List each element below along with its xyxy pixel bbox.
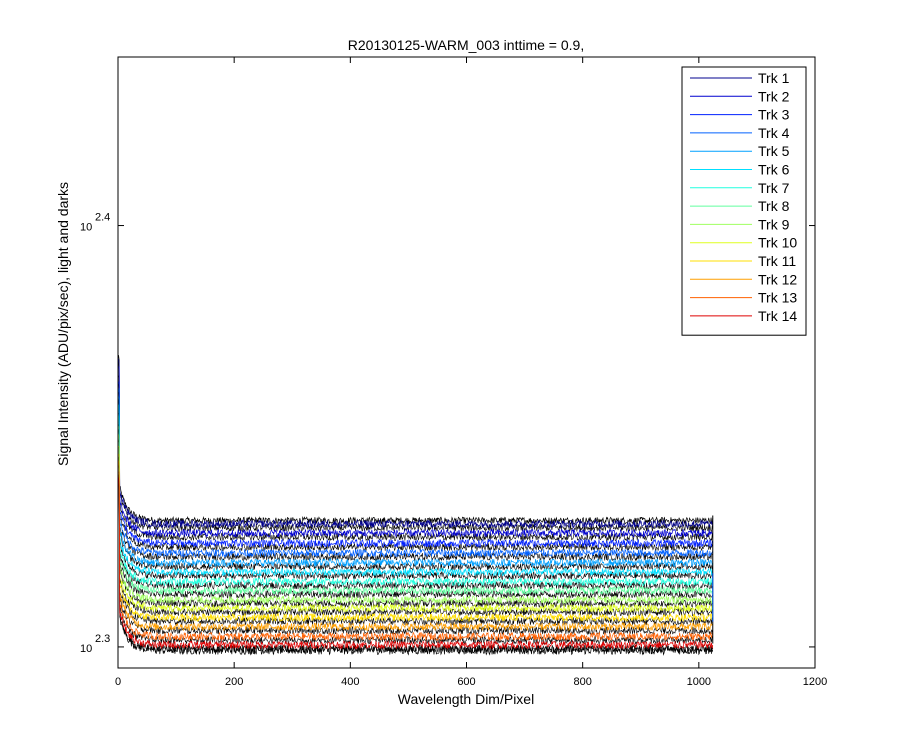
dark-trace-bottom — [118, 484, 714, 656]
dark-trace-11 — [118, 456, 713, 627]
series-line-trk-6 — [118, 404, 713, 577]
legend-label-trk-3: Trk 3 — [758, 107, 790, 123]
y-tick-label-exponent: 2.4 — [95, 212, 110, 224]
legend-label-trk-13: Trk 13 — [758, 290, 797, 306]
x-tick-label: 0 — [115, 676, 121, 688]
legend-label-trk-2: Trk 2 — [758, 88, 790, 104]
dark-trace-6 — [118, 412, 714, 581]
legend-label-trk-5: Trk 5 — [758, 143, 790, 159]
legend-box — [681, 66, 807, 336]
series-line-trk-14 — [118, 477, 714, 650]
series-line-trk-1 — [118, 358, 714, 529]
x-tick-label: 600 — [457, 676, 475, 688]
legend-label-trk-8: Trk 8 — [758, 198, 790, 214]
legend-label-trk-12: Trk 12 — [758, 271, 797, 287]
legend-label-trk-11: Trk 11 — [758, 253, 796, 269]
legend-label-trk-10: Trk 10 — [758, 235, 797, 251]
series-line-trk-3 — [118, 381, 714, 549]
series-line-trk-12 — [118, 460, 714, 632]
legend-label-trk-4: Trk 4 — [758, 125, 790, 141]
series-line-trk-8 — [118, 425, 713, 596]
x-axis-label: Wavelength Dim/Pixel — [398, 691, 534, 707]
x-tick-label: 400 — [341, 676, 359, 688]
x-tick-label: 800 — [573, 676, 591, 688]
series-line-trk-9 — [118, 434, 714, 605]
series-line-trk-4 — [118, 388, 714, 559]
series-line-trk-2 — [118, 366, 714, 539]
series-line-trk-11 — [118, 453, 714, 623]
x-tick-label: 1200 — [803, 676, 827, 688]
y-tick-label-exponent: 2.3 — [95, 633, 110, 645]
legend-label-trk-9: Trk 9 — [758, 216, 790, 232]
x-tick-label: 200 — [225, 676, 243, 688]
dark-trace-14 — [118, 483, 714, 654]
legend-label-trk-1: Trk 1 — [758, 70, 790, 86]
series-line-trk-13 — [118, 471, 713, 642]
y-tick-label-base: 10 — [80, 643, 92, 655]
dark-trace-1 — [118, 361, 714, 533]
series-line-trk-10 — [118, 445, 714, 614]
dark-trace-top — [118, 355, 714, 526]
dark-trace-2 — [118, 375, 714, 542]
legend-label-trk-6: Trk 6 — [758, 162, 790, 178]
chart-title: R20130125-WARM_003 inttime = 0.9, — [348, 37, 584, 53]
legend: Trk 1 Trk 2 Trk 3 Trk 4 Trk 5 Trk 6 Trk 7 Trk 8… — [681, 66, 807, 336]
x-tick-label: 1000 — [687, 676, 711, 688]
series-line-trk-7 — [118, 415, 714, 587]
legend-label-trk-7: Trk 7 — [758, 180, 790, 196]
y-tick-label-base: 10 — [80, 222, 92, 234]
y-axis-label: Signal Intensity (ADU/pix/sec), light an… — [55, 182, 71, 466]
series-line-trk-5 — [118, 396, 714, 568]
dark-trace-10 — [118, 447, 714, 617]
dark-trace-12 — [118, 464, 714, 636]
legend-label-trk-14: Trk 14 — [758, 308, 797, 324]
dark-trace-7 — [118, 424, 714, 591]
